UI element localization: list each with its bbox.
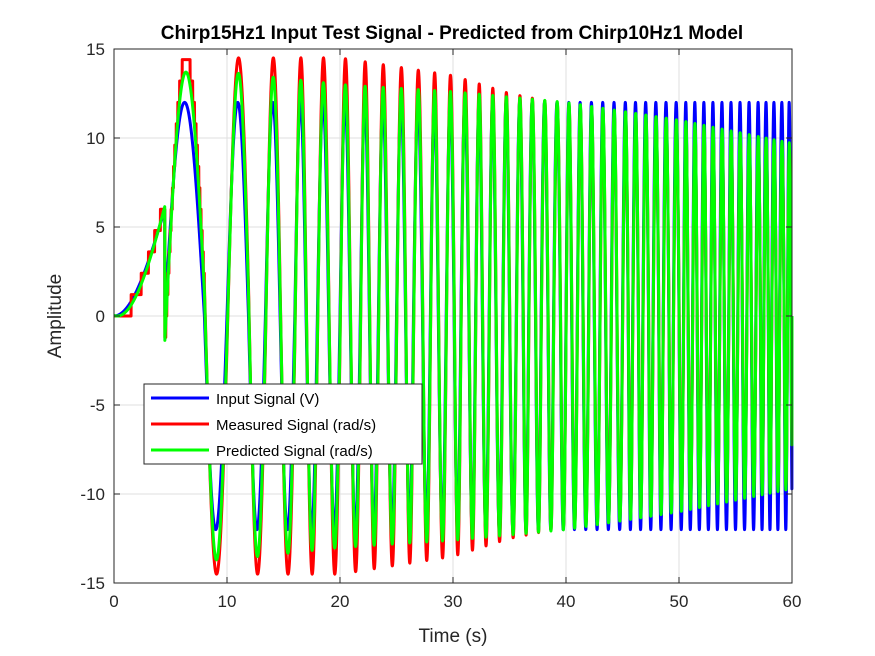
x-tick-label: 40 xyxy=(557,592,576,611)
legend-label-measured: Measured Signal (rad/s) xyxy=(216,417,376,434)
y-tick-label: 0 xyxy=(96,307,105,326)
y-tick-label: 15 xyxy=(86,40,105,59)
x-axis-label: Time (s) xyxy=(419,626,488,647)
y-tick-label: -5 xyxy=(90,396,105,415)
y-tick-label: 5 xyxy=(96,218,105,237)
x-tick-label: 30 xyxy=(444,592,463,611)
x-tick-label: 10 xyxy=(218,592,237,611)
chart-title: Chirp15Hz1 Input Test Signal - Predicted… xyxy=(161,23,743,44)
x-tick-label: 0 xyxy=(109,592,118,611)
y-tick-label: 10 xyxy=(86,129,105,148)
x-tick-label: 20 xyxy=(331,592,350,611)
x-tick-label: 50 xyxy=(670,592,689,611)
y-tick-label: -10 xyxy=(80,485,105,504)
tick-layer: 0 10 20 30 40 50 60 -15 -10 -5 0 5 10 15 xyxy=(80,40,801,611)
series-layer xyxy=(112,56,794,576)
y-tick-label: -15 xyxy=(80,574,105,593)
legend-label-predicted: Predicted Signal (rad/s) xyxy=(216,443,373,460)
legend: Input Signal (V) Measured Signal (rad/s)… xyxy=(143,383,423,465)
legend-label-input: Input Signal (V) xyxy=(216,391,319,408)
series-line-predicted xyxy=(112,70,794,562)
y-axis-label: Amplitude xyxy=(45,274,66,359)
x-tick-label: 60 xyxy=(783,592,802,611)
